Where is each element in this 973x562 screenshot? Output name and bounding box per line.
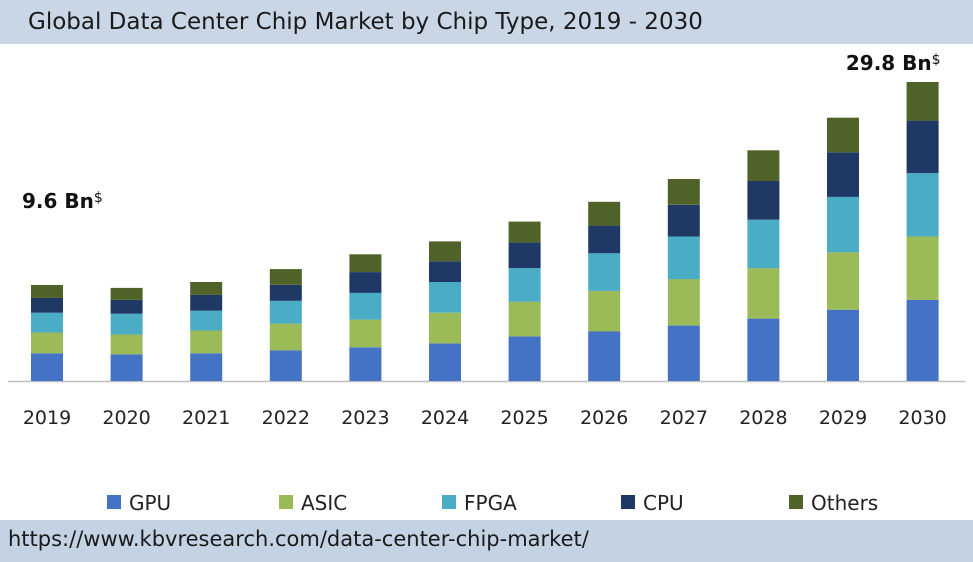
bar-segment-asic-2028 bbox=[747, 268, 780, 319]
bar-segment-others-2023 bbox=[349, 254, 382, 273]
x-tick-label-2030: 2030 bbox=[898, 407, 946, 429]
legend: GPU ASIC FPGA CPU Others bbox=[107, 491, 878, 515]
annotation-value-2019: 9.6 Bn bbox=[22, 189, 94, 213]
x-tick-label-2020: 2020 bbox=[102, 407, 150, 429]
bar-segment-gpu-2030 bbox=[906, 299, 939, 381]
bar-segment-others-2030 bbox=[906, 82, 939, 121]
annotation-value-2030: 29.8 Bn bbox=[846, 51, 932, 75]
bar-segment-cpu-2020 bbox=[110, 299, 143, 314]
x-tick-label-2022: 2022 bbox=[262, 407, 310, 429]
bar-segment-gpu-2026 bbox=[588, 331, 621, 381]
bar-segment-others-2020 bbox=[110, 287, 143, 300]
bar-segment-fpga-2020 bbox=[110, 313, 143, 335]
bar-segment-fpga-2025 bbox=[508, 268, 541, 302]
bar-segment-others-2029 bbox=[827, 117, 859, 153]
annotation-2030: 29.8 Bn$ bbox=[846, 51, 941, 75]
bar-segment-others-2025 bbox=[508, 221, 541, 243]
bar-segment-others-2019 bbox=[31, 285, 63, 298]
x-tick-label-2019: 2019 bbox=[23, 407, 71, 429]
bar-segment-gpu-2027 bbox=[667, 325, 700, 381]
bar-segment-gpu-2022 bbox=[269, 350, 302, 381]
bar-segment-asic-2025 bbox=[508, 301, 541, 337]
bar-segment-fpga-2029 bbox=[827, 196, 859, 253]
x-tick-label-2021: 2021 bbox=[182, 407, 230, 429]
legend-label-asic: ASIC bbox=[301, 491, 347, 515]
bar-segment-cpu-2024 bbox=[429, 261, 461, 282]
bar-segment-asic-2023 bbox=[349, 319, 382, 348]
bar-segment-gpu-2028 bbox=[747, 318, 780, 381]
bar-segment-fpga-2026 bbox=[588, 253, 621, 291]
bar-segment-gpu-2023 bbox=[349, 347, 382, 381]
legend-label-cpu: CPU bbox=[643, 491, 684, 515]
bar-segment-gpu-2021 bbox=[190, 353, 223, 381]
bar-segment-gpu-2029 bbox=[827, 309, 859, 381]
bar-segment-asic-2024 bbox=[429, 312, 461, 344]
bar-segment-cpu-2028 bbox=[747, 181, 780, 220]
bar-segment-gpu-2025 bbox=[508, 336, 541, 381]
bar-segment-cpu-2026 bbox=[588, 225, 621, 254]
bar-segment-others-2024 bbox=[429, 241, 461, 262]
annotation-2019: 9.6 Bn$ bbox=[22, 189, 103, 213]
legend-swatch-asic bbox=[279, 495, 293, 509]
bar-segment-cpu-2029 bbox=[827, 152, 859, 197]
bar-segment-fpga-2027 bbox=[667, 236, 700, 280]
legend-label-fpga: FPGA bbox=[464, 491, 517, 515]
bar-segment-fpga-2028 bbox=[747, 219, 780, 269]
bar-segment-fpga-2021 bbox=[190, 310, 223, 331]
bar-segment-fpga-2022 bbox=[269, 300, 302, 324]
x-tick-label-2024: 2024 bbox=[421, 407, 469, 429]
legend-swatch-fpga bbox=[442, 495, 456, 509]
bar-segment-asic-2021 bbox=[190, 330, 223, 354]
bar-segment-others-2026 bbox=[588, 201, 621, 226]
bars-group bbox=[31, 82, 939, 381]
annotation-unit-2019: $ bbox=[94, 190, 103, 206]
bar-segment-asic-2026 bbox=[588, 290, 621, 332]
legend-swatch-cpu bbox=[621, 495, 635, 509]
bar-segment-fpga-2023 bbox=[349, 292, 382, 320]
bar-segment-fpga-2019 bbox=[31, 312, 63, 333]
bar-segment-cpu-2030 bbox=[906, 120, 939, 174]
x-tick-labels: 2019 2020 2021 2022 2023 2024 2025 2026 2027 2028… bbox=[23, 407, 947, 429]
bar-segment-asic-2022 bbox=[269, 323, 302, 351]
x-tick-label-2028: 2028 bbox=[739, 407, 787, 429]
bar-segment-others-2021 bbox=[190, 282, 223, 295]
bar-segment-gpu-2020 bbox=[110, 354, 143, 381]
x-tick-label-2025: 2025 bbox=[500, 407, 548, 429]
chart-title: Global Data Center Chip Market by Chip T… bbox=[0, 0, 973, 44]
bar-segment-fpga-2024 bbox=[429, 282, 461, 313]
bar-segment-asic-2030 bbox=[906, 236, 939, 300]
legend-label-others: Others bbox=[811, 491, 878, 515]
legend-swatch-others bbox=[789, 495, 803, 509]
legend-swatch-gpu bbox=[107, 495, 121, 509]
x-tick-label-2029: 2029 bbox=[819, 407, 867, 429]
bar-segment-gpu-2019 bbox=[31, 353, 63, 381]
bar-segment-asic-2020 bbox=[110, 334, 143, 355]
bar-segment-asic-2029 bbox=[827, 252, 859, 310]
bar-segment-cpu-2023 bbox=[349, 272, 382, 293]
value-annotations: 9.6 Bn$29.8 Bn$ bbox=[22, 51, 941, 213]
bar-segment-cpu-2022 bbox=[269, 285, 302, 301]
stacked-bar-chart: 2019 2020 2021 2022 2023 2024 2025 2026 2027 2028… bbox=[8, 51, 965, 515]
x-tick-label-2026: 2026 bbox=[580, 407, 628, 429]
bar-segment-asic-2027 bbox=[667, 279, 700, 326]
annotation-unit-2030: $ bbox=[932, 52, 941, 68]
bar-segment-cpu-2019 bbox=[31, 297, 63, 313]
bar-segment-cpu-2021 bbox=[190, 294, 223, 311]
bar-segment-others-2027 bbox=[667, 179, 700, 205]
x-tick-label-2023: 2023 bbox=[341, 407, 389, 429]
bar-segment-cpu-2027 bbox=[667, 204, 700, 237]
x-tick-label-2027: 2027 bbox=[660, 407, 708, 429]
bar-segment-others-2028 bbox=[747, 150, 780, 181]
bar-segment-gpu-2024 bbox=[429, 343, 461, 381]
bar-segment-fpga-2030 bbox=[906, 173, 939, 237]
bar-segment-others-2022 bbox=[269, 269, 302, 285]
legend-label-gpu: GPU bbox=[129, 491, 171, 515]
bar-segment-asic-2019 bbox=[31, 332, 63, 354]
source-url[interactable]: https://www.kbvresearch.com/data-center-… bbox=[0, 520, 973, 562]
bar-segment-cpu-2025 bbox=[508, 242, 541, 269]
